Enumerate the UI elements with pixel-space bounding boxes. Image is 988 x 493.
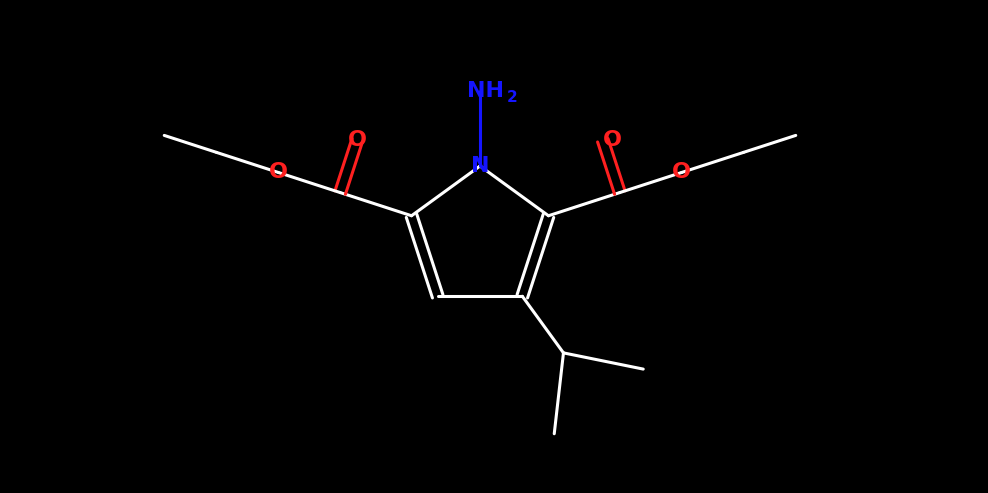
Text: NH: NH — [466, 81, 504, 101]
Text: O: O — [348, 130, 367, 150]
Text: N: N — [470, 156, 489, 176]
Text: O: O — [604, 130, 622, 150]
Text: O: O — [672, 163, 692, 182]
Text: O: O — [269, 163, 288, 182]
Text: 2: 2 — [507, 91, 518, 106]
